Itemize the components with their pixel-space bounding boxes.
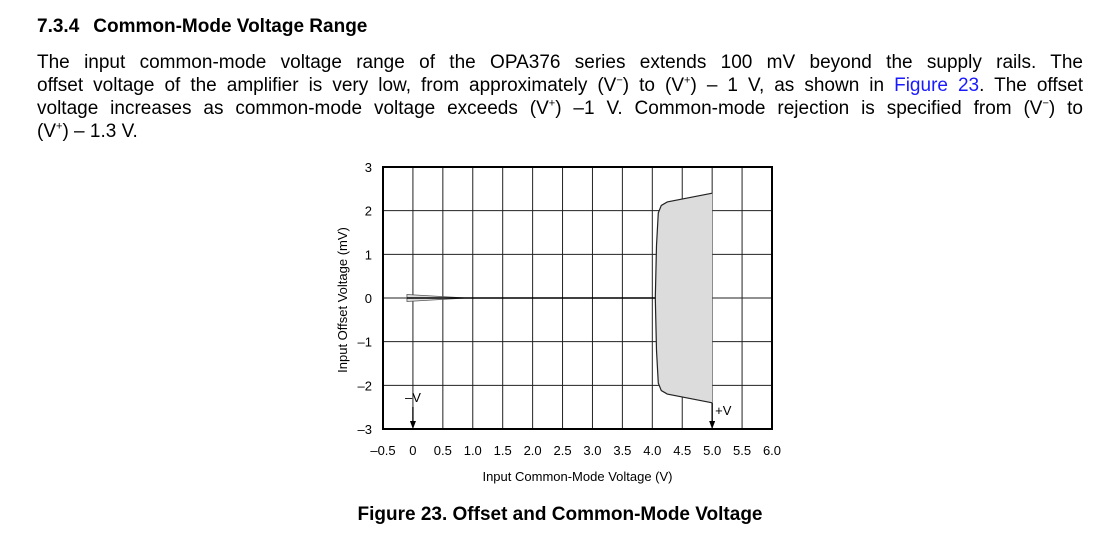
x-tick-label: 2.0 xyxy=(524,443,542,458)
x-tick-label: 5.0 xyxy=(703,443,721,458)
superscript: + xyxy=(684,74,691,87)
y-tick-label: 2 xyxy=(365,204,372,219)
figure-caption: Figure 23. Offset and Common-Mode Voltag… xyxy=(357,504,763,525)
x-tick-label: 2.5 xyxy=(553,443,571,458)
x-tick-label: 0.5 xyxy=(434,443,452,458)
y-tick-label: 0 xyxy=(365,291,372,306)
x-tick-label: 0 xyxy=(409,443,416,458)
x-tick-label: 1.5 xyxy=(494,443,512,458)
text-run: ) –1 V. Common-mode rejection is specifi… xyxy=(555,98,1043,119)
section-title: Common-Mode Voltage Range xyxy=(93,16,368,37)
paragraph-line: (V+) – 1.3 V. xyxy=(37,120,1083,143)
paragraph-line: voltage increases as common-mode voltage… xyxy=(37,97,1083,120)
x-tick-label: 6.0 xyxy=(763,443,781,458)
section-heading: 7.3.4 Common-Mode Voltage Range xyxy=(37,16,367,38)
x-tick-label: 4.0 xyxy=(643,443,661,458)
superscript: − xyxy=(1042,97,1049,110)
superscript: + xyxy=(548,97,556,110)
high-end-offset-spread xyxy=(655,193,713,403)
figure-link[interactable]: Figure 23 xyxy=(894,75,980,96)
text-run: ) – 1.3 V. xyxy=(62,121,138,142)
x-tick-label: 5.5 xyxy=(733,443,751,458)
x-tick-label: 1.0 xyxy=(464,443,482,458)
y-tick-label: –2 xyxy=(358,378,372,393)
x-tick-label: –0.5 xyxy=(370,443,395,458)
y-tick-label: 3 xyxy=(365,160,372,175)
text-run: offset voltage of the amplifier is very … xyxy=(37,75,617,96)
text-run: The input common-mode voltage range of t… xyxy=(37,52,1083,73)
superscript: + xyxy=(56,120,63,133)
x-tick-label: 3.0 xyxy=(583,443,601,458)
text-run: ) – 1 V, as shown in xyxy=(690,75,895,96)
y-tick-label: 1 xyxy=(365,247,372,262)
supply-marker-label: +V xyxy=(715,403,732,418)
supply-marker-label: –V xyxy=(405,390,421,405)
x-axis-title: Input Common-Mode Voltage (V) xyxy=(482,469,672,484)
text-run: ) to (V xyxy=(622,75,685,96)
high-end-lower-bound xyxy=(654,297,713,404)
paragraph-line: The input common-mode voltage range of t… xyxy=(37,51,1083,74)
text-run: (V xyxy=(37,121,56,142)
text-run: . The offset xyxy=(979,75,1083,96)
y-axis-title: Input Offset Voltage (mV) xyxy=(335,227,350,373)
body-paragraph: The input common-mode voltage range of t… xyxy=(37,51,1083,143)
text-run: voltage increases as common-mode voltage… xyxy=(37,98,549,119)
y-tick-label: –1 xyxy=(358,335,372,350)
supply-arrow-head xyxy=(409,421,416,429)
offset-voltage-chart: –0.5 0 0.5 1.0 1.5 2.0 2.5 3.0 3.5 4.0 4.5 5.0 5.5 6.… xyxy=(335,160,781,484)
high-end-upper-bound xyxy=(654,192,713,299)
section-number: 7.3.4 xyxy=(37,16,80,37)
paragraph-line: offset voltage of the amplifier is very … xyxy=(37,74,1083,97)
superscript: − xyxy=(616,74,623,87)
y-tick-label: –3 xyxy=(358,422,372,437)
plot-border xyxy=(382,166,773,430)
x-tick-label: 4.5 xyxy=(673,443,691,458)
x-tick-label: 3.5 xyxy=(613,443,631,458)
text-run: ) to xyxy=(1048,98,1083,119)
supply-arrow-head xyxy=(709,421,716,429)
